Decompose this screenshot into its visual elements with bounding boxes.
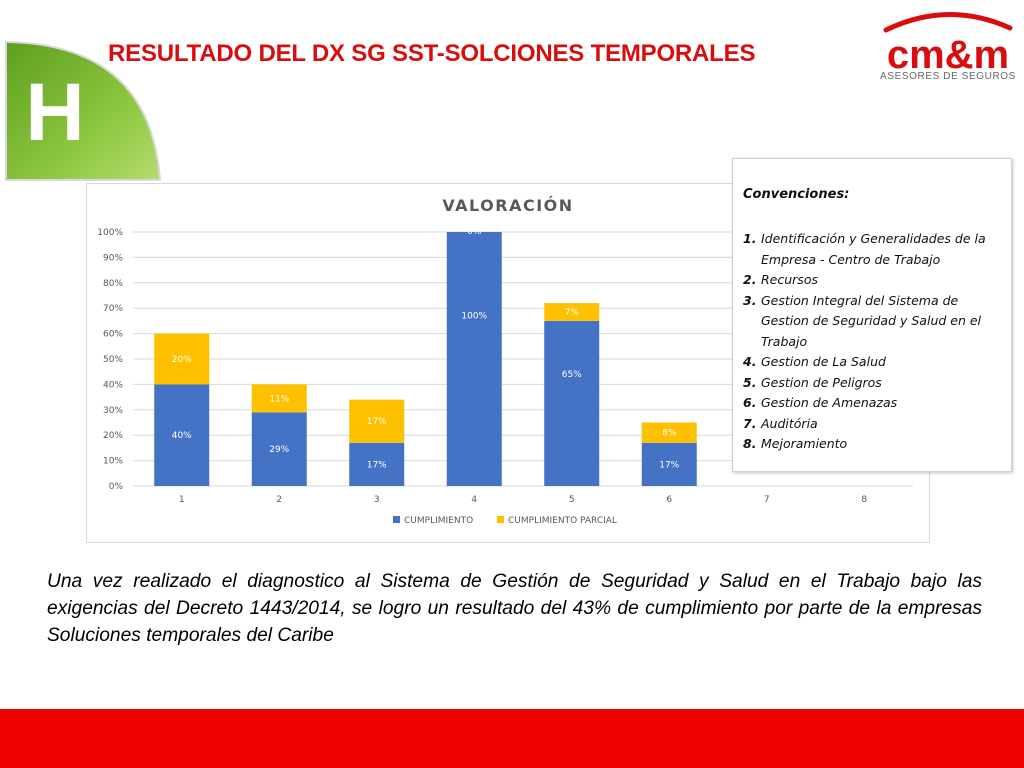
legend-swatch xyxy=(393,516,400,523)
chart-title: VALORACIÓN xyxy=(442,196,573,215)
y-tick-label: 100% xyxy=(97,228,123,238)
conventions-title: Convenciones: xyxy=(743,187,850,202)
bar-cumplimiento xyxy=(349,442,405,486)
bar-cumplimiento xyxy=(641,442,697,486)
data-label: 17% xyxy=(367,460,387,470)
convention-item: 6. Gestion de Amenazas xyxy=(743,393,1005,414)
footer-bar xyxy=(0,709,1024,768)
convention-number: 3. xyxy=(743,292,757,308)
conventions-list: 1. Identificación y Generalidades de la E… xyxy=(743,229,1005,455)
convention-text: Gestion de Amenazas xyxy=(761,395,898,410)
bar-cumplimiento-parcial xyxy=(349,399,405,443)
badge-letter: H xyxy=(25,67,84,158)
x-tick-label: 8 xyxy=(861,495,867,505)
bar-cumplimiento-parcial xyxy=(154,333,210,385)
y-tick-label: 30% xyxy=(103,406,123,416)
bar-cumplimiento-parcial xyxy=(641,422,697,443)
convention-item: 7. Auditória xyxy=(743,414,1005,435)
convention-text: Auditória xyxy=(761,415,818,431)
page-title: RESULTADO DEL DX SG SST-SOLCIONES TEMPOR… xyxy=(108,40,756,67)
y-tick-label: 80% xyxy=(103,279,123,289)
data-label: 29% xyxy=(269,445,289,455)
y-tick-label: 0% xyxy=(109,482,124,492)
convention-number: 4. xyxy=(743,354,757,369)
convention-item: 5. Gestion de Peligros xyxy=(743,373,1005,394)
data-label: 40% xyxy=(172,431,192,441)
y-tick-label: 70% xyxy=(103,304,123,314)
conventions-box: Convenciones: 1. Identificación y General… xyxy=(732,158,1012,472)
bar-cumplimiento xyxy=(544,320,600,486)
convention-number: 8. xyxy=(743,436,757,451)
data-label: 17% xyxy=(367,417,387,427)
convention-item: 2. Recursos xyxy=(743,270,1005,291)
convention-number: 1. xyxy=(743,231,757,246)
data-label: 17% xyxy=(659,460,679,470)
logo-text: cm&m xyxy=(887,33,1009,77)
x-tick-label: 3 xyxy=(374,495,380,505)
convention-item: 1. Identificación y Generalidades de la E… xyxy=(743,229,1005,270)
x-tick-label: 6 xyxy=(666,495,672,505)
legend-label: CUMPLIMIENTO PARCIAL xyxy=(508,516,617,526)
x-tick-label: 2 xyxy=(276,495,282,505)
x-tick-label: 5 xyxy=(569,495,575,505)
bar-cumplimiento-parcial xyxy=(251,384,307,413)
data-label: 0% xyxy=(467,227,482,237)
chart-panel: VALORACIÓN 0% 10% 20% 30% 40% 50% 60% 70% 80% 90%… xyxy=(86,183,930,543)
y-tick-label: 20% xyxy=(103,431,123,441)
bar-cumplimiento xyxy=(154,384,210,486)
convention-number: 6. xyxy=(743,395,757,410)
convention-text: Gestion de La Salud xyxy=(761,354,886,369)
convention-text: Gestion Integral del Sistema de Gestion … xyxy=(761,292,982,349)
valoracion-chart: VALORACIÓN 0%10%20%30%40%50%60%70%80%90%… xyxy=(97,196,913,526)
legend-swatch xyxy=(497,516,504,523)
x-tick-label: 4 xyxy=(471,495,477,505)
logo-subtitle: ASESORES DE SEGUROS xyxy=(880,71,1016,82)
convention-item: 4. Gestion de La Salud xyxy=(743,352,1005,373)
data-label: 7% xyxy=(565,308,580,318)
y-tick-label: 10% xyxy=(103,457,123,467)
section-badge: H xyxy=(5,41,162,181)
y-tick-label: 90% xyxy=(103,253,123,263)
data-label: 65% xyxy=(562,370,582,380)
convention-text: Identificación y Generalidades de la Emp… xyxy=(761,231,986,267)
convention-text: Mejoramiento xyxy=(761,436,848,451)
company-logo: cm&m ASESORES DE SEGUROS xyxy=(880,12,1016,82)
convention-item: 8. Mejoramiento xyxy=(743,434,1005,455)
x-tick-label: 1 xyxy=(179,495,185,505)
convention-number: 2. xyxy=(743,272,757,287)
x-tick-label: 7 xyxy=(764,495,770,505)
convention-item: 3. Gestion Integral del Sistema de Gestio… xyxy=(743,291,1005,353)
data-label: 100% xyxy=(461,311,487,321)
legend-label: CUMPLIMIENTO xyxy=(404,516,473,526)
data-label: 11% xyxy=(269,394,289,404)
data-label: 8% xyxy=(662,429,677,439)
convention-number: 7. xyxy=(743,415,757,431)
convention-text: Recursos xyxy=(761,272,818,287)
bar-cumplimiento-parcial xyxy=(544,303,600,321)
convention-number: 5. xyxy=(743,374,757,390)
bar-cumplimiento xyxy=(251,412,307,486)
y-tick-label: 60% xyxy=(103,330,123,340)
y-tick-label: 50% xyxy=(103,355,123,365)
bar-cumplimiento xyxy=(446,232,502,486)
convention-text: Gestion de Peligros xyxy=(761,374,882,390)
data-label: 20% xyxy=(172,355,192,365)
summary-text: Una vez realizado el diagnostico al Sist… xyxy=(47,571,982,646)
y-tick-label: 40% xyxy=(103,380,123,390)
